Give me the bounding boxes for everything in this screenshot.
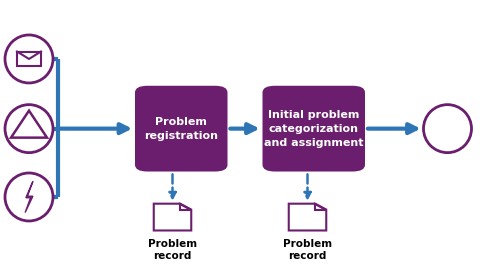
Text: Problem
record: Problem record xyxy=(283,239,332,261)
Text: Problem
record: Problem record xyxy=(148,239,197,261)
Text: Problem
registration: Problem registration xyxy=(144,117,218,141)
Polygon shape xyxy=(316,204,326,210)
Text: Initial problem
categorization
and assignment: Initial problem categorization and assig… xyxy=(264,110,364,148)
Ellipse shape xyxy=(5,105,53,153)
Ellipse shape xyxy=(5,173,53,221)
Bar xyxy=(17,51,41,66)
Ellipse shape xyxy=(424,105,472,153)
Polygon shape xyxy=(25,181,33,213)
FancyBboxPatch shape xyxy=(262,86,365,172)
Polygon shape xyxy=(180,204,191,210)
Polygon shape xyxy=(289,204,326,230)
Polygon shape xyxy=(11,111,47,138)
Ellipse shape xyxy=(5,35,53,83)
FancyBboxPatch shape xyxy=(135,86,228,172)
Polygon shape xyxy=(154,204,191,230)
